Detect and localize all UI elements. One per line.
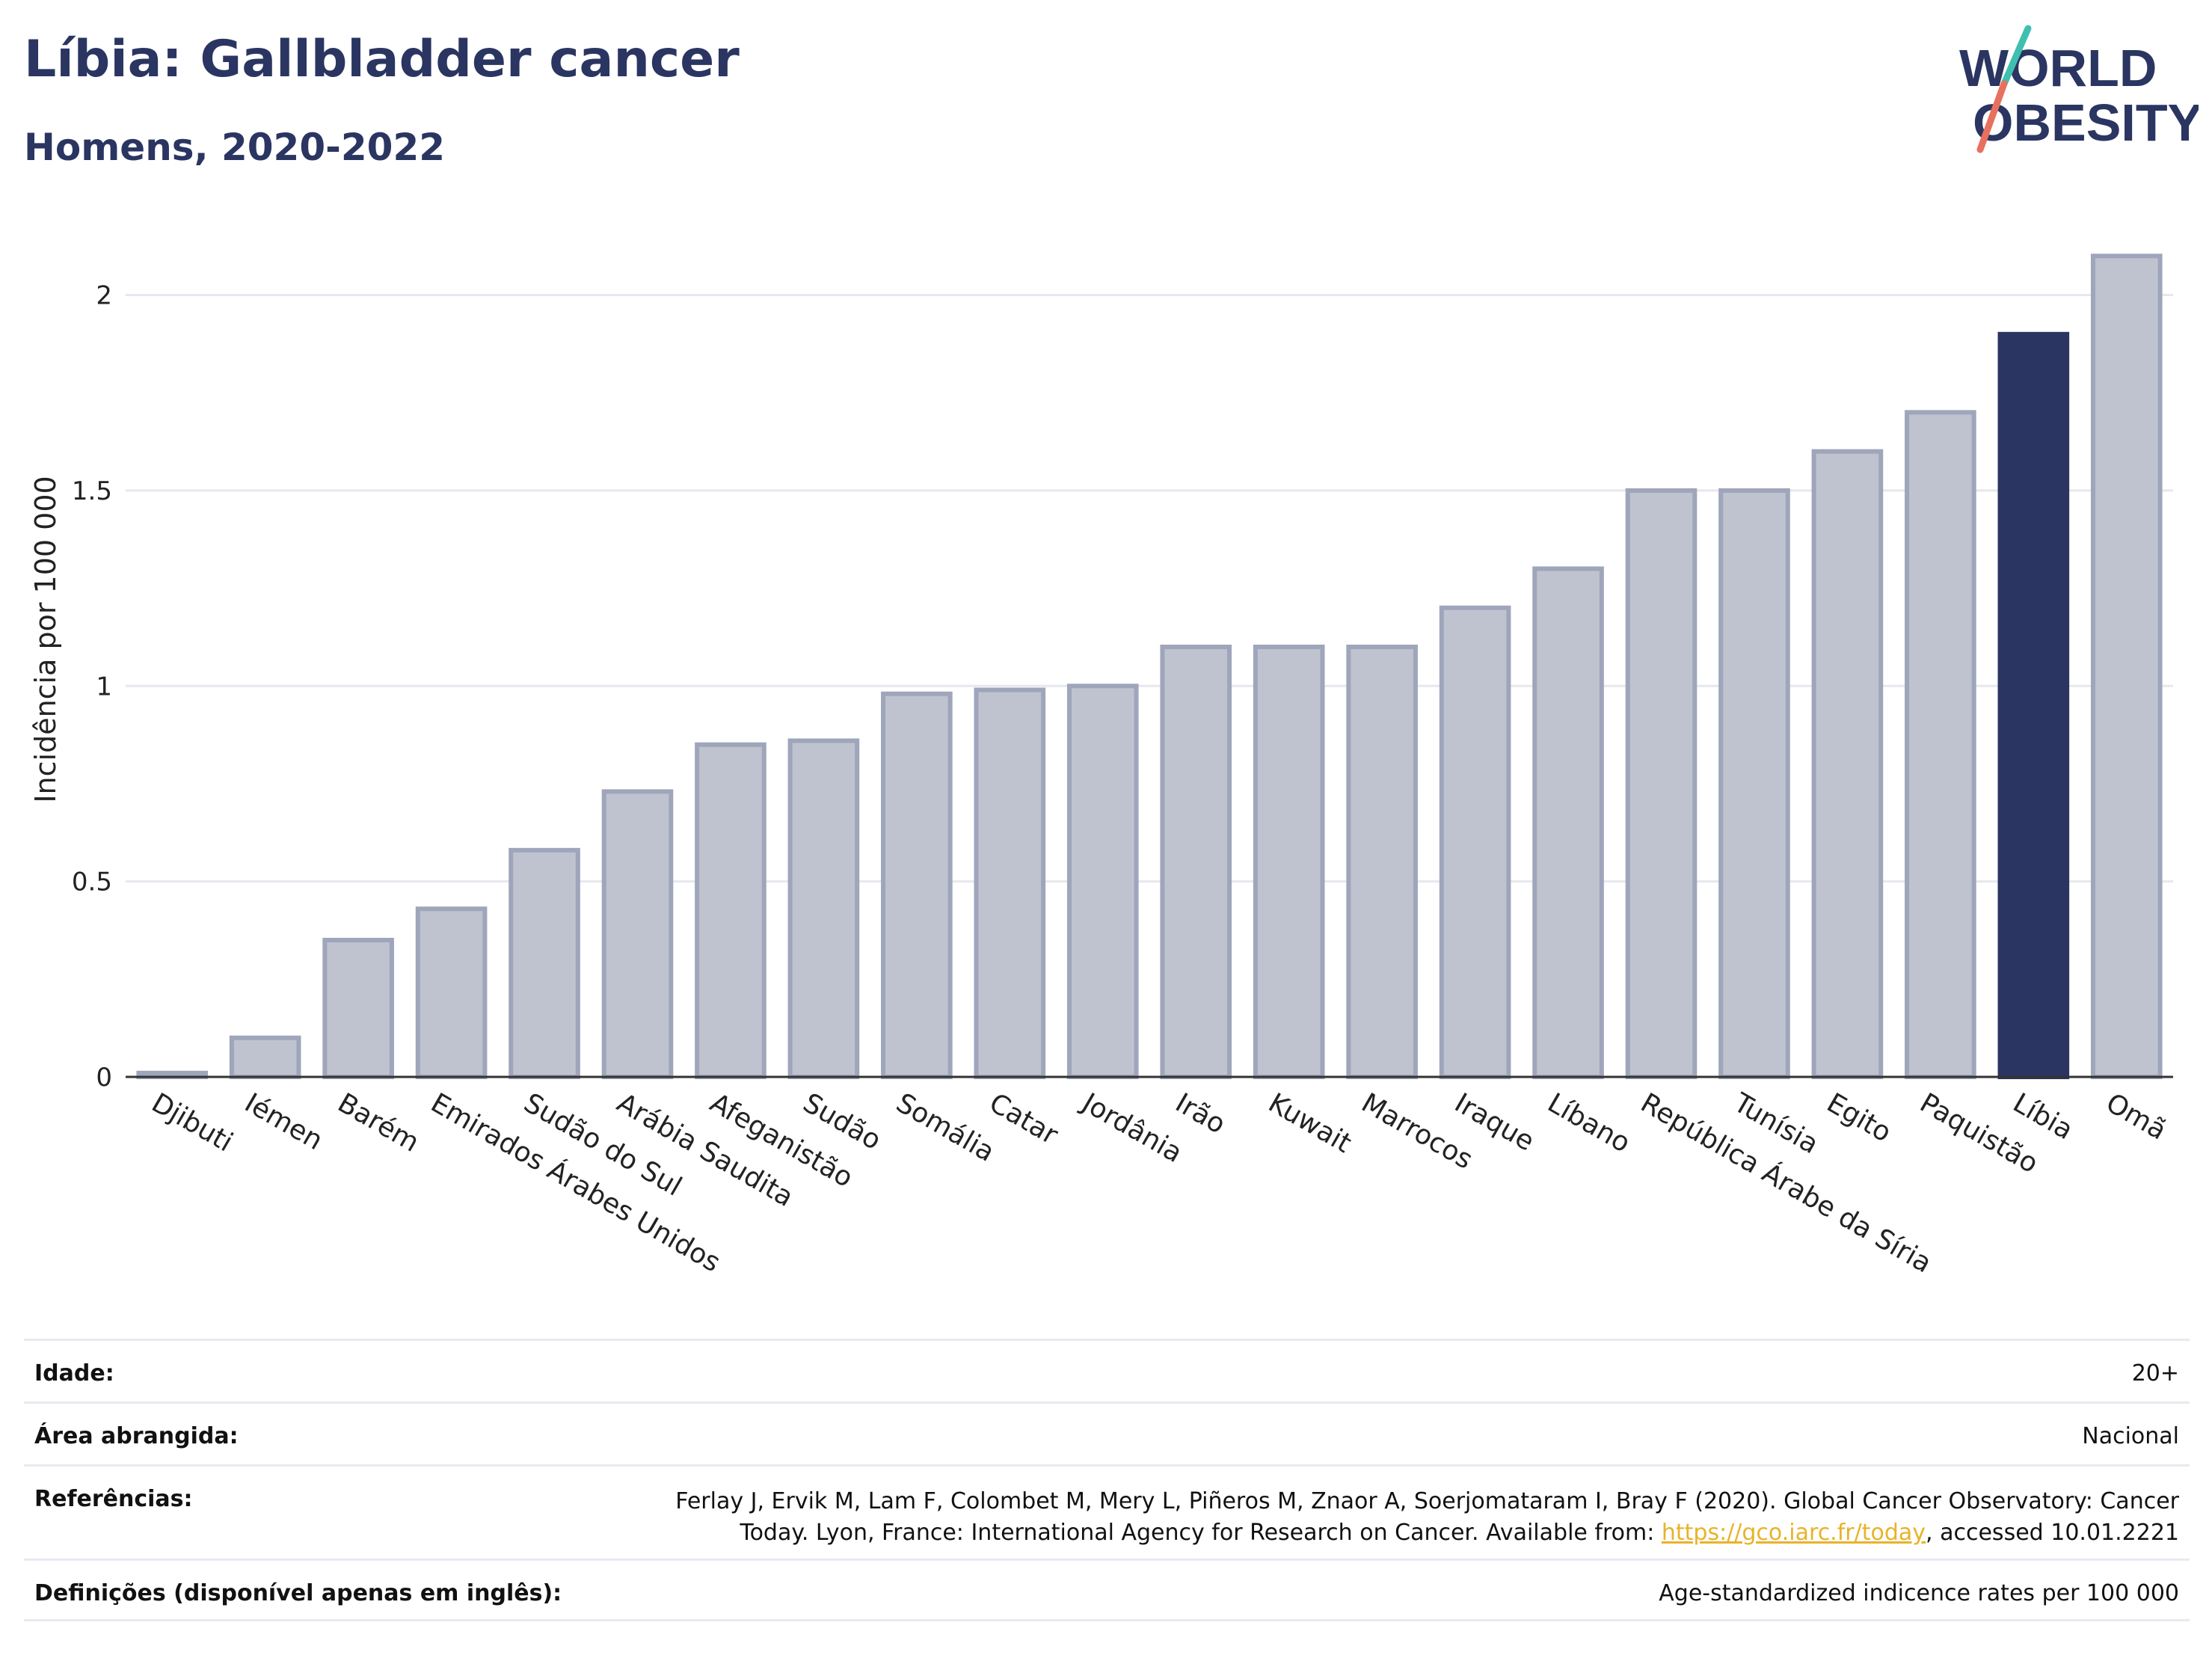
bar-somália[interactable] — [881, 691, 953, 1079]
x-tick-label: Iémen — [239, 1087, 328, 1156]
bar-irão[interactable] — [1160, 645, 1232, 1079]
bar-paquistão[interactable] — [1905, 410, 1976, 1079]
y-tick-label: 0.5 — [72, 868, 112, 897]
chart-title: Líbia: Gallbladder cancer — [24, 30, 740, 89]
bar-república-árabe-da-síria[interactable] — [1625, 488, 1698, 1079]
footer-row-definitions: Definições (disponível apenas em inglês)… — [24, 1559, 2190, 1621]
bar-arábia-saudita[interactable] — [601, 789, 674, 1079]
reference-line-1: Ferlay J, Ervik M, Lam F, Colombet M, Me… — [675, 1488, 2179, 1514]
age-label: Idade: — [34, 1360, 114, 1387]
x-tick-label: Jordânia — [1076, 1087, 1188, 1169]
reference-link[interactable]: https://gco.iarc.fr/today — [1661, 1520, 1926, 1546]
reference-text: Today. Lyon, France: International Agenc… — [740, 1520, 1662, 1546]
y-tick-label: 1 — [96, 672, 112, 701]
bar-catar[interactable] — [974, 687, 1046, 1079]
y-tick-label: 1.5 — [72, 476, 112, 506]
reference-line-2: Today. Lyon, France: International Agenc… — [675, 1517, 2179, 1549]
x-tick-label: Barém — [333, 1087, 425, 1158]
bar-iémen[interactable] — [229, 1035, 301, 1080]
x-tick-label: Djibuti — [147, 1087, 238, 1158]
bar-sudão-do-sul[interactable] — [509, 847, 580, 1080]
bar-kuwait[interactable] — [1253, 645, 1325, 1079]
bar-barém[interactable] — [322, 938, 394, 1079]
chart-footer: Idade: 20+ Área abrangida: Nacional Refe… — [24, 1339, 2190, 1621]
x-tick-label: Kuwait — [1263, 1087, 1357, 1159]
x-tick-label: Egito — [1822, 1087, 1896, 1148]
bar-afeganistão[interactable] — [695, 742, 766, 1079]
definitions-label: Definições (disponível apenas em inglês)… — [34, 1580, 562, 1606]
world-obesity-logo: WORLD OBESITY — [1959, 25, 2199, 153]
footer-row-age: Idade: 20+ — [24, 1339, 2190, 1401]
area-label: Área abrangida: — [34, 1423, 239, 1449]
y-tick-label: 0 — [96, 1063, 112, 1093]
x-tick-label: Irão — [1170, 1087, 1231, 1140]
x-tick-label: Omã — [2101, 1087, 2172, 1146]
bar-emirados-árabes-unidos[interactable] — [415, 906, 488, 1080]
y-tick-label: 2 — [96, 281, 112, 311]
bar-tunísia[interactable] — [1718, 488, 1790, 1079]
chart-subtitle: Homens, 2020-2022 — [24, 126, 446, 169]
x-tick-label: Líbano — [1543, 1087, 1635, 1158]
bar-jordânia[interactable] — [1066, 684, 1139, 1079]
reference-accessed: , accessed 10.01.2221 — [1926, 1520, 2179, 1546]
area-value: Nacional — [2082, 1423, 2179, 1449]
age-value: 20+ — [2131, 1360, 2179, 1387]
bar-líbia[interactable] — [1997, 331, 2070, 1079]
footer-row-area: Área abrangida: Nacional — [24, 1401, 2190, 1464]
footer-row-references: Referências: Ferlay J, Ervik M, Lam F, C… — [24, 1464, 2190, 1559]
bar-egito[interactable] — [1811, 449, 1884, 1079]
references-value: Ferlay J, Ervik M, Lam F, Colombet M, Me… — [675, 1486, 2179, 1549]
logo-text-world: WORLD — [1959, 39, 2157, 97]
bar-omã[interactable] — [2090, 254, 2163, 1080]
y-axis-label: Incidência por 100 000 — [29, 476, 62, 802]
x-tick-label: Somália — [891, 1087, 999, 1168]
x-tick-label: Líbia — [2008, 1087, 2078, 1146]
bar-marrocos[interactable] — [1346, 645, 1418, 1079]
references-label: Referências: — [34, 1486, 193, 1512]
bar-líbano[interactable] — [1532, 566, 1604, 1079]
bar-sudão[interactable] — [787, 738, 860, 1079]
bar-iraque[interactable] — [1439, 605, 1511, 1079]
definitions-value: Age-standardized indicence rates per 100… — [1659, 1580, 2179, 1606]
logo-text-obesity: OBESITY — [1973, 93, 2199, 152]
